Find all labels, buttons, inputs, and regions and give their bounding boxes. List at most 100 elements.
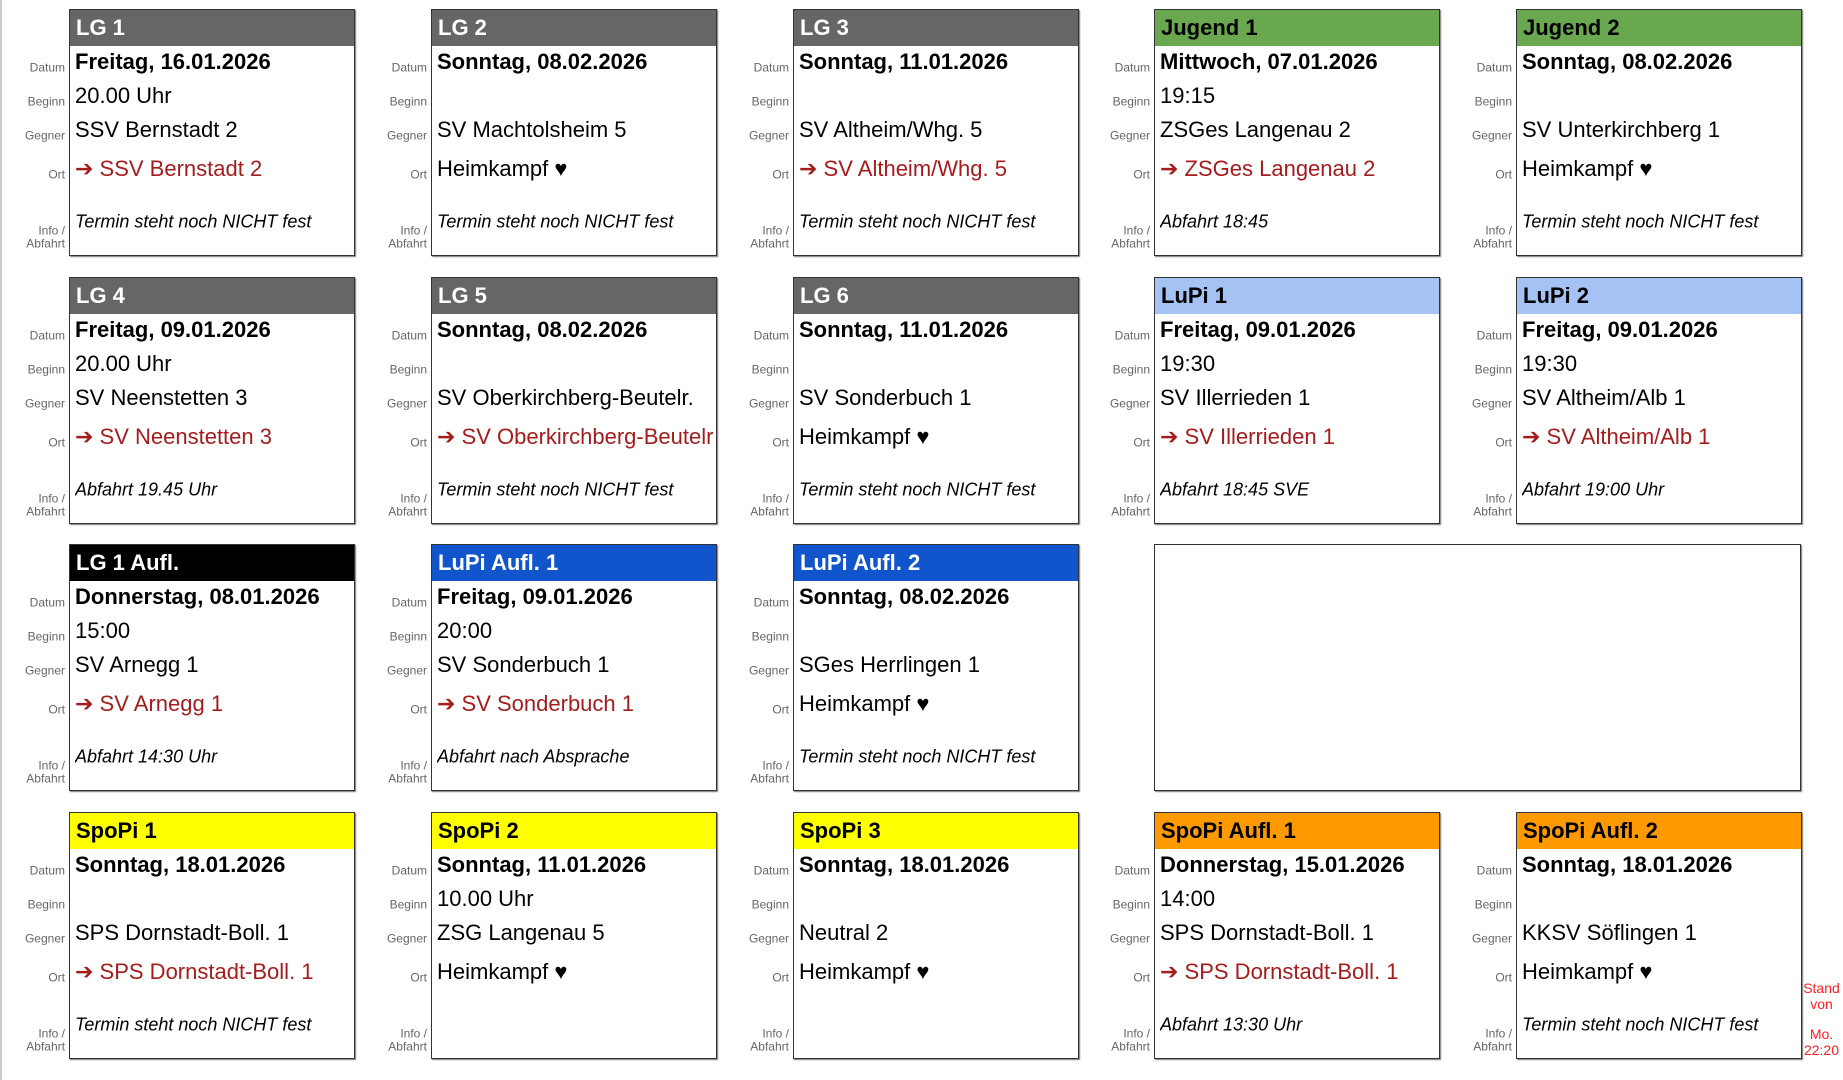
label-ort: Ort (1133, 435, 1150, 450)
match-date: Sonntag, 11.01.2026 (799, 317, 1009, 342)
match-card: Jugend 1 Mittwoch, 07.01.2026 19:15 ZSGe… (1154, 9, 1440, 256)
label-abfahrt: Abfahrt (26, 1039, 65, 1054)
label-datum: Datum (29, 328, 65, 343)
label-beginn: Beginn (389, 897, 427, 912)
label-gegner: Gegner (1109, 128, 1150, 143)
location: ➔ ZSGes Langenau 2 (1160, 156, 1376, 181)
label-beginn: Beginn (1112, 897, 1150, 912)
location: Heimkampf ♥ (799, 691, 930, 716)
label-ort: Ort (1133, 970, 1150, 985)
label-info: Info / (1485, 223, 1512, 238)
team-header: SpoPi Aufl. 1 (1155, 813, 1439, 849)
match-start: 20:00 (437, 618, 493, 643)
label-beginn: Beginn (1112, 362, 1150, 377)
info-text: Abfahrt 18:45 SVE (1160, 479, 1310, 500)
label-gegner: Gegner (1471, 396, 1512, 411)
label-beginn: Beginn (27, 629, 65, 644)
opponent: SV Arnegg 1 (75, 652, 199, 677)
label-abfahrt: Abfahrt (388, 771, 427, 786)
match-start: 19:15 (1160, 83, 1216, 108)
opponent: SV Altheim/Alb 1 (1522, 385, 1686, 410)
location: Heimkampf ♥ (1522, 959, 1653, 984)
match-date: Donnerstag, 08.01.2026 (75, 584, 320, 609)
match-card: SpoPi Aufl. 1 Donnerstag, 15.01.2026 14:… (1154, 812, 1440, 1059)
label-info: Info / (762, 758, 789, 773)
match-card: LG 2 Sonntag, 08.02.2026 SV Machtolsheim… (431, 9, 717, 256)
label-ort: Ort (410, 702, 427, 717)
match-card: SpoPi Aufl. 2 Sonntag, 18.01.2026 KKSV S… (1516, 812, 1802, 1059)
label-datum: Datum (391, 60, 427, 75)
label-gegner: Gegner (24, 663, 65, 678)
label-gegner: Gegner (748, 663, 789, 678)
label-abfahrt: Abfahrt (26, 771, 65, 786)
label-info: Info / (400, 758, 427, 773)
location: Heimkampf ♥ (437, 959, 568, 984)
label-info: Info / (1485, 491, 1512, 506)
label-beginn: Beginn (751, 897, 789, 912)
label-gegner: Gegner (748, 931, 789, 946)
label-beginn: Beginn (751, 629, 789, 644)
left-border (0, 0, 2, 1080)
label-datum: Datum (753, 595, 789, 610)
stand-line: Mo. (1809, 1026, 1834, 1042)
location: ➔ SV Neenstetten 3 (75, 424, 272, 449)
label-info: Info / (38, 491, 65, 506)
match-date: Sonntag, 18.01.2026 (75, 852, 286, 877)
match-date: Freitag, 16.01.2026 (75, 49, 271, 74)
label-abfahrt: Abfahrt (26, 236, 65, 251)
label-beginn: Beginn (389, 629, 427, 644)
info-text: Abfahrt 14:30 Uhr (75, 746, 218, 767)
match-card: LuPi Aufl. 2 Sonntag, 08.02.2026 SGes He… (793, 544, 1079, 791)
label-info: Info / (762, 491, 789, 506)
match-card: SpoPi 2 Sonntag, 11.01.2026 10.00 Uhr ZS… (431, 812, 717, 1059)
opponent: Neutral 2 (799, 920, 889, 945)
label-info: Info / (762, 223, 789, 238)
label-ort: Ort (48, 970, 65, 985)
label-abfahrt: Abfahrt (750, 1039, 789, 1054)
match-card: SpoPi 1 Sonntag, 18.01.2026 SPS Dornstad… (69, 812, 355, 1059)
location: Heimkampf ♥ (1522, 156, 1653, 181)
label-datum: Datum (1114, 60, 1150, 75)
label-gegner: Gegner (1109, 396, 1150, 411)
label-ort: Ort (48, 702, 65, 717)
match-date: Freitag, 09.01.2026 (1522, 317, 1718, 342)
opponent: SV Unterkirchberg 1 (1522, 117, 1721, 142)
label-info: Info / (400, 1026, 427, 1041)
label-info: Info / (38, 223, 65, 238)
label-beginn: Beginn (27, 362, 65, 377)
match-date: Freitag, 09.01.2026 (75, 317, 271, 342)
info-text: Termin steht noch NICHT fest (437, 211, 674, 232)
label-ort: Ort (48, 435, 65, 450)
label-abfahrt: Abfahrt (388, 236, 427, 251)
match-date: Donnerstag, 15.01.2026 (1160, 852, 1405, 877)
opponent: SGes Herrlingen 1 (799, 652, 980, 677)
location: ➔ SV Oberkirchberg-Beutelr. (437, 424, 714, 449)
label-beginn: Beginn (27, 94, 65, 109)
match-card: LG 5 Sonntag, 08.02.2026 SV Oberkirchber… (431, 277, 717, 524)
location: ➔ SPS Dornstadt-Boll. 1 (75, 959, 314, 984)
label-abfahrt: Abfahrt (750, 771, 789, 786)
label-ort: Ort (410, 970, 427, 985)
team-header: LG 1 Aufl. (70, 545, 354, 581)
label-datum: Datum (391, 863, 427, 878)
label-ort: Ort (48, 167, 65, 182)
match-start: 19:30 (1522, 351, 1578, 376)
info-text: Abfahrt nach Absprache (437, 746, 630, 767)
info-text: Abfahrt 19.45 Uhr (75, 479, 218, 500)
label-datum: Datum (29, 60, 65, 75)
label-ort: Ort (410, 435, 427, 450)
label-gegner: Gegner (1109, 931, 1150, 946)
team-header: LG 2 (432, 10, 716, 46)
label-datum: Datum (1114, 863, 1150, 878)
opponent: SV Oberkirchberg-Beutelr. (437, 385, 694, 410)
label-abfahrt: Abfahrt (1473, 236, 1512, 251)
label-ort: Ort (1495, 435, 1512, 450)
team-header: SpoPi 3 (794, 813, 1078, 849)
label-ort: Ort (1495, 970, 1512, 985)
location: Heimkampf ♥ (799, 424, 930, 449)
location: ➔ SPS Dornstadt-Boll. 1 (1160, 959, 1399, 984)
label-info: Info / (400, 491, 427, 506)
match-date: Sonntag, 08.02.2026 (799, 584, 1010, 609)
label-datum: Datum (1476, 60, 1512, 75)
label-ort: Ort (772, 970, 789, 985)
